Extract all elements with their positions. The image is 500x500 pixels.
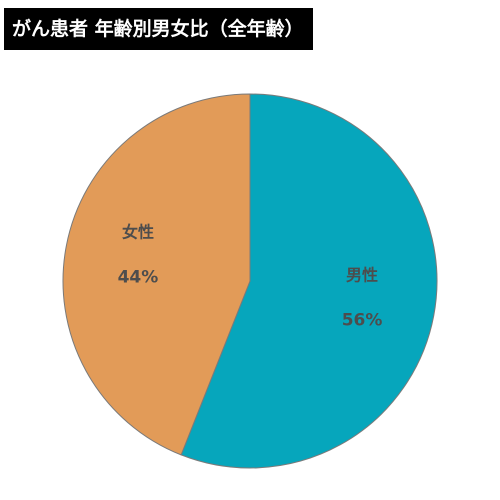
pie-slices [62, 93, 438, 469]
slice-label-male: 男性 [346, 265, 378, 284]
slice-value-female: 44% [118, 268, 159, 288]
pie-labels: 男性 56% 女性 44% [118, 223, 383, 331]
slice-label-female: 女性 [122, 223, 154, 242]
pie-slice-male [180, 93, 438, 469]
pie-slice-female [62, 93, 251, 456]
chart-title: がん患者 年齢別男女比（全年齢） [4, 8, 313, 50]
slice-value-male: 56% [342, 310, 383, 330]
